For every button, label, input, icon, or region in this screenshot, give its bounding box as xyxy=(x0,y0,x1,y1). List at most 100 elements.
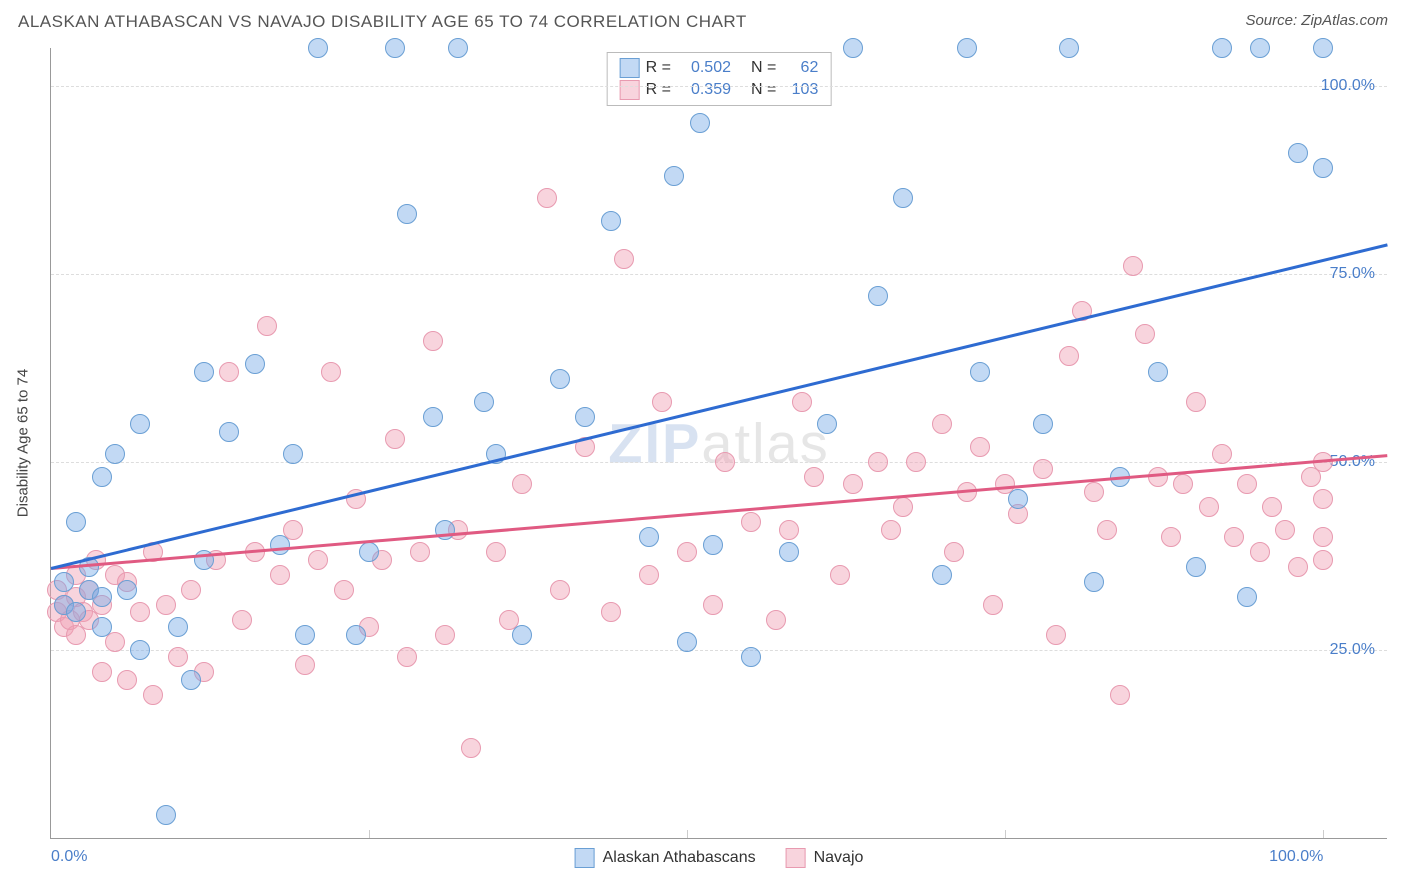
navajo-point xyxy=(715,452,735,472)
athabascan-point xyxy=(66,512,86,532)
y-tick-label: 100.0% xyxy=(1321,77,1375,95)
athabascan-point xyxy=(270,535,290,555)
legend-label: Navajo xyxy=(814,849,864,867)
navajo-point xyxy=(932,414,952,434)
athabascan-point xyxy=(423,407,443,427)
navajo-point xyxy=(181,580,201,600)
athabascan-point xyxy=(512,625,532,645)
navajo-point xyxy=(1097,520,1117,540)
athabascan-point xyxy=(117,580,137,600)
navajo-point xyxy=(779,520,799,540)
athabascan-point xyxy=(474,392,494,412)
athabascan-point xyxy=(1059,38,1079,58)
navajo-point xyxy=(1262,497,1282,517)
athabascan-point xyxy=(448,38,468,58)
navajo-point xyxy=(868,452,888,472)
athabascan-point xyxy=(893,188,913,208)
navajo-point xyxy=(156,595,176,615)
navajo-point xyxy=(1161,527,1181,547)
navajo-point xyxy=(804,467,824,487)
navajo-point xyxy=(1250,542,1270,562)
athabascan-point xyxy=(550,369,570,389)
navajo-point xyxy=(397,647,417,667)
navajo-point xyxy=(512,474,532,494)
navajo-point xyxy=(168,647,188,667)
athabascan-point xyxy=(1288,143,1308,163)
stats-row: R =0.359N =103 xyxy=(620,79,819,101)
navajo-point xyxy=(1212,444,1232,464)
athabascan-point xyxy=(779,542,799,562)
athabascan-point xyxy=(601,211,621,231)
navajo-point xyxy=(270,565,290,585)
athabascan-point xyxy=(1250,38,1270,58)
athabascan-point xyxy=(359,542,379,562)
athabascan-point xyxy=(219,422,239,442)
athabascan-point xyxy=(92,467,112,487)
navajo-point xyxy=(601,602,621,622)
navajo-point xyxy=(423,331,443,351)
legend-item: Navajo xyxy=(786,848,864,868)
navajo-point xyxy=(1084,482,1104,502)
navajo-point xyxy=(1186,392,1206,412)
gridline-v xyxy=(687,830,688,838)
legend-swatch xyxy=(786,848,806,868)
athabascan-point xyxy=(690,113,710,133)
athabascan-point xyxy=(677,632,697,652)
r-value: 0.502 xyxy=(677,57,731,79)
athabascan-point xyxy=(575,407,595,427)
athabascan-point xyxy=(1212,38,1232,58)
navajo-point xyxy=(1224,527,1244,547)
navajo-point xyxy=(830,565,850,585)
navajo-point xyxy=(741,512,761,532)
athabascan-point xyxy=(1008,489,1028,509)
athabascan-point xyxy=(385,38,405,58)
athabascan-point xyxy=(130,640,150,660)
series-swatch xyxy=(620,80,640,100)
navajo-point xyxy=(1148,467,1168,487)
navajo-point xyxy=(550,580,570,600)
athabascan-point xyxy=(1313,38,1333,58)
navajo-point xyxy=(334,580,354,600)
navajo-point xyxy=(652,392,672,412)
athabascan-point xyxy=(245,354,265,374)
navajo-point xyxy=(461,738,481,758)
navajo-point xyxy=(308,550,328,570)
athabascan-point xyxy=(1033,414,1053,434)
legend-label: Alaskan Athabascans xyxy=(603,849,756,867)
navajo-point xyxy=(143,685,163,705)
navajo-point xyxy=(1123,256,1143,276)
navajo-point xyxy=(639,565,659,585)
athabascan-point xyxy=(639,527,659,547)
gridline-h xyxy=(51,650,1387,651)
athabascan-point xyxy=(664,166,684,186)
athabascan-point xyxy=(868,286,888,306)
y-axis-title: Disability Age 65 to 74 xyxy=(15,369,32,517)
chart-title: ALASKAN ATHABASCAN VS NAVAJO DISABILITY … xyxy=(18,12,747,31)
navajo-point xyxy=(843,474,863,494)
n-label: N = xyxy=(751,79,776,101)
navajo-point xyxy=(537,188,557,208)
navajo-point xyxy=(766,610,786,630)
navajo-point xyxy=(944,542,964,562)
navajo-point xyxy=(970,437,990,457)
navajo-point xyxy=(232,610,252,630)
navajo-point xyxy=(677,542,697,562)
navajo-point xyxy=(321,362,341,382)
navajo-point xyxy=(881,520,901,540)
gridline-h xyxy=(51,274,1387,275)
athabascan-point xyxy=(932,565,952,585)
athabascan-point xyxy=(817,414,837,434)
athabascan-point xyxy=(66,602,86,622)
navajo-point xyxy=(486,542,506,562)
x-tick-label: 0.0% xyxy=(51,848,87,866)
athabascan-point xyxy=(130,414,150,434)
athabascan-point xyxy=(194,362,214,382)
navajo-point xyxy=(219,362,239,382)
athabascan-point xyxy=(346,625,366,645)
athabascan-point xyxy=(741,647,761,667)
navajo-point xyxy=(614,249,634,269)
series-legend: Alaskan Athabascans Navajo xyxy=(575,848,864,868)
navajo-point xyxy=(92,662,112,682)
athabascan-point xyxy=(295,625,315,645)
navajo-point xyxy=(983,595,1003,615)
